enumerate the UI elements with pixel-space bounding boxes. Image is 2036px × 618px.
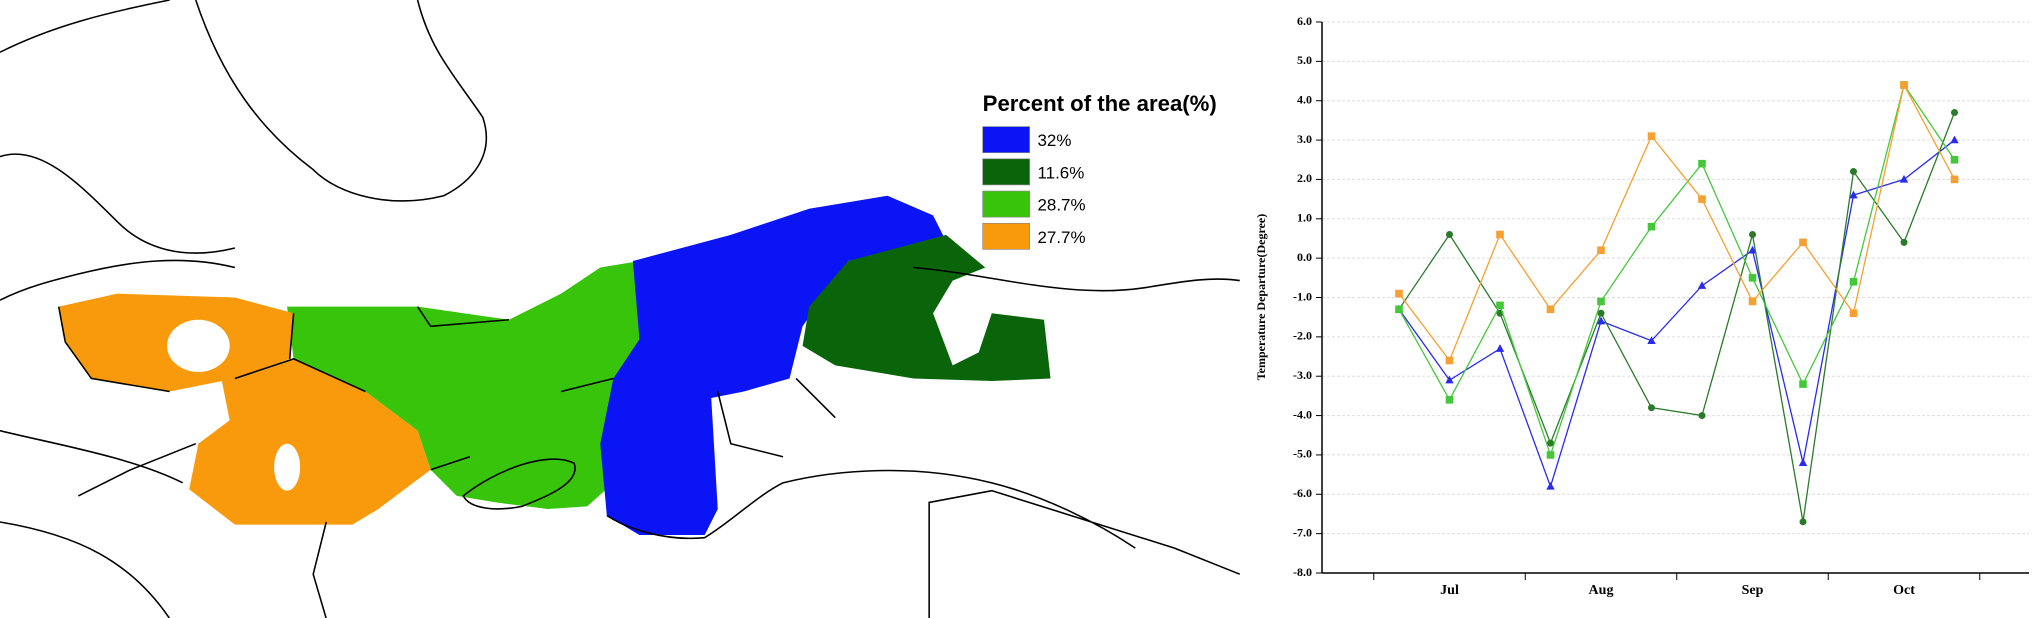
point <box>1698 412 1706 420</box>
point <box>1597 246 1605 255</box>
legend-label: 27.7% <box>1037 228 1085 247</box>
y-tick-label: 2.0 <box>1297 171 1312 185</box>
point <box>1597 309 1605 317</box>
y-tick-label: 0.0 <box>1297 250 1312 264</box>
hole <box>274 443 301 491</box>
legend-swatch <box>982 158 1030 186</box>
point <box>1950 155 1959 164</box>
y-tick-label: 4.0 <box>1297 92 1312 106</box>
point <box>1496 301 1504 310</box>
hole <box>167 319 230 372</box>
legend-swatch <box>982 126 1030 154</box>
point <box>1546 451 1555 459</box>
point <box>1799 380 1807 388</box>
region <box>189 358 431 525</box>
y-tick-label: -8.0 <box>1293 565 1312 579</box>
y-tick-label: -2.0 <box>1293 329 1312 343</box>
y-tick-label: -4.0 <box>1293 407 1312 421</box>
point <box>1596 316 1606 325</box>
region <box>802 234 1051 382</box>
point <box>1748 297 1757 306</box>
y-tick-label: -3.0 <box>1293 368 1312 382</box>
point <box>1798 458 1808 466</box>
point <box>1496 230 1504 239</box>
point <box>1849 190 1858 199</box>
legend-title: Percent of the area(%) <box>983 91 1217 116</box>
x-tick-label: Sep <box>1742 583 1764 598</box>
point <box>1648 404 1655 412</box>
point <box>1698 195 1706 203</box>
region <box>600 195 947 536</box>
point <box>1799 238 1807 247</box>
point <box>1748 274 1757 282</box>
point <box>1395 289 1403 298</box>
legend-label: 28.7% <box>1037 196 1085 215</box>
y-tick-label: 6.0 <box>1297 14 1312 28</box>
point <box>1445 396 1454 404</box>
legend-swatch <box>982 190 1030 218</box>
point <box>1900 81 1908 89</box>
series-line <box>1398 83 1956 457</box>
point <box>1495 344 1505 352</box>
y-tick-label: 5.0 <box>1297 53 1312 67</box>
y-tick-label: -5.0 <box>1293 447 1312 461</box>
point <box>1749 231 1756 239</box>
point <box>1698 159 1706 168</box>
y-tick-label: -1.0 <box>1293 289 1312 303</box>
region <box>287 261 643 509</box>
point <box>1446 231 1453 239</box>
coastline <box>0 429 1241 618</box>
point <box>1647 132 1656 140</box>
point <box>1900 238 1908 246</box>
point <box>1697 281 1707 289</box>
point <box>1849 277 1858 286</box>
point <box>1850 168 1857 176</box>
point <box>1899 174 1909 183</box>
point <box>1849 309 1858 318</box>
series-line <box>1398 83 1956 362</box>
series-line <box>1398 112 1956 522</box>
hole <box>944 285 987 354</box>
x-tick-label: Aug <box>1589 583 1614 598</box>
point <box>1647 336 1656 344</box>
series-line <box>1398 139 1955 489</box>
map: Percent of the area(%) 32% 11.6% 28.7% 27.7… <box>0 0 1241 618</box>
y-tick-label: 3.0 <box>1297 132 1312 146</box>
legend: 32% 11.6% 28.7% 27.7% <box>982 126 1086 250</box>
point <box>1647 222 1656 231</box>
legend-label: 11.6% <box>1037 163 1084 182</box>
point <box>1445 356 1454 365</box>
point <box>1445 375 1454 384</box>
point <box>1395 305 1403 314</box>
point <box>1950 135 1959 144</box>
legend-label: 32% <box>1037 131 1071 150</box>
point <box>1748 245 1757 254</box>
y-tick-label: -6.0 <box>1293 486 1312 500</box>
y-tick-label: 1.0 <box>1297 211 1312 225</box>
country-border <box>57 306 836 618</box>
point <box>1951 109 1958 117</box>
point <box>1950 175 1959 184</box>
x-tick-label: Oct <box>1893 583 1915 598</box>
x-tick-label: Jul <box>1440 583 1459 598</box>
point <box>1546 305 1555 314</box>
point <box>1597 297 1605 306</box>
point <box>1799 518 1807 526</box>
y-axis-label: Temperature Departure(Degree) <box>1254 214 1268 381</box>
point <box>1547 439 1554 447</box>
coastline <box>0 0 1240 301</box>
point <box>1546 481 1555 490</box>
legend-swatch <box>982 222 1030 250</box>
y-tick-label: -7.0 <box>1293 525 1312 539</box>
